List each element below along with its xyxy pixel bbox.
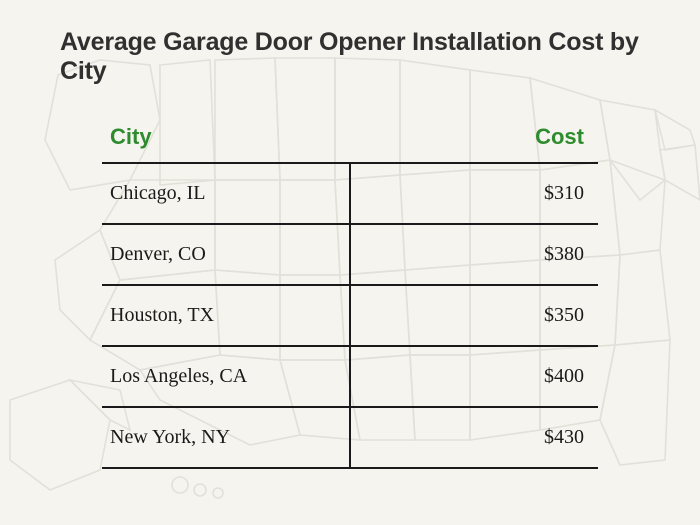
cost-table-container: City Cost Chicago, IL $310 Denver, CO $3… — [60, 124, 640, 469]
cost-cell: $400 — [441, 346, 598, 407]
city-cell: Los Angeles, CA — [102, 346, 441, 407]
cost-cell: $350 — [441, 285, 598, 346]
cost-cell: $430 — [441, 407, 598, 468]
table-header-row: City Cost — [102, 124, 598, 163]
city-cell: New York, NY — [102, 407, 441, 468]
column-header-city: City — [102, 124, 441, 163]
page-title: Average Garage Door Opener Installation … — [60, 28, 640, 86]
cost-cell: $310 — [441, 163, 598, 224]
cost-cell: $380 — [441, 224, 598, 285]
city-cell: Houston, TX — [102, 285, 441, 346]
column-header-cost: Cost — [441, 124, 598, 163]
city-cell: Denver, CO — [102, 224, 441, 285]
table-vertical-rule — [349, 163, 351, 468]
city-cell: Chicago, IL — [102, 163, 441, 224]
